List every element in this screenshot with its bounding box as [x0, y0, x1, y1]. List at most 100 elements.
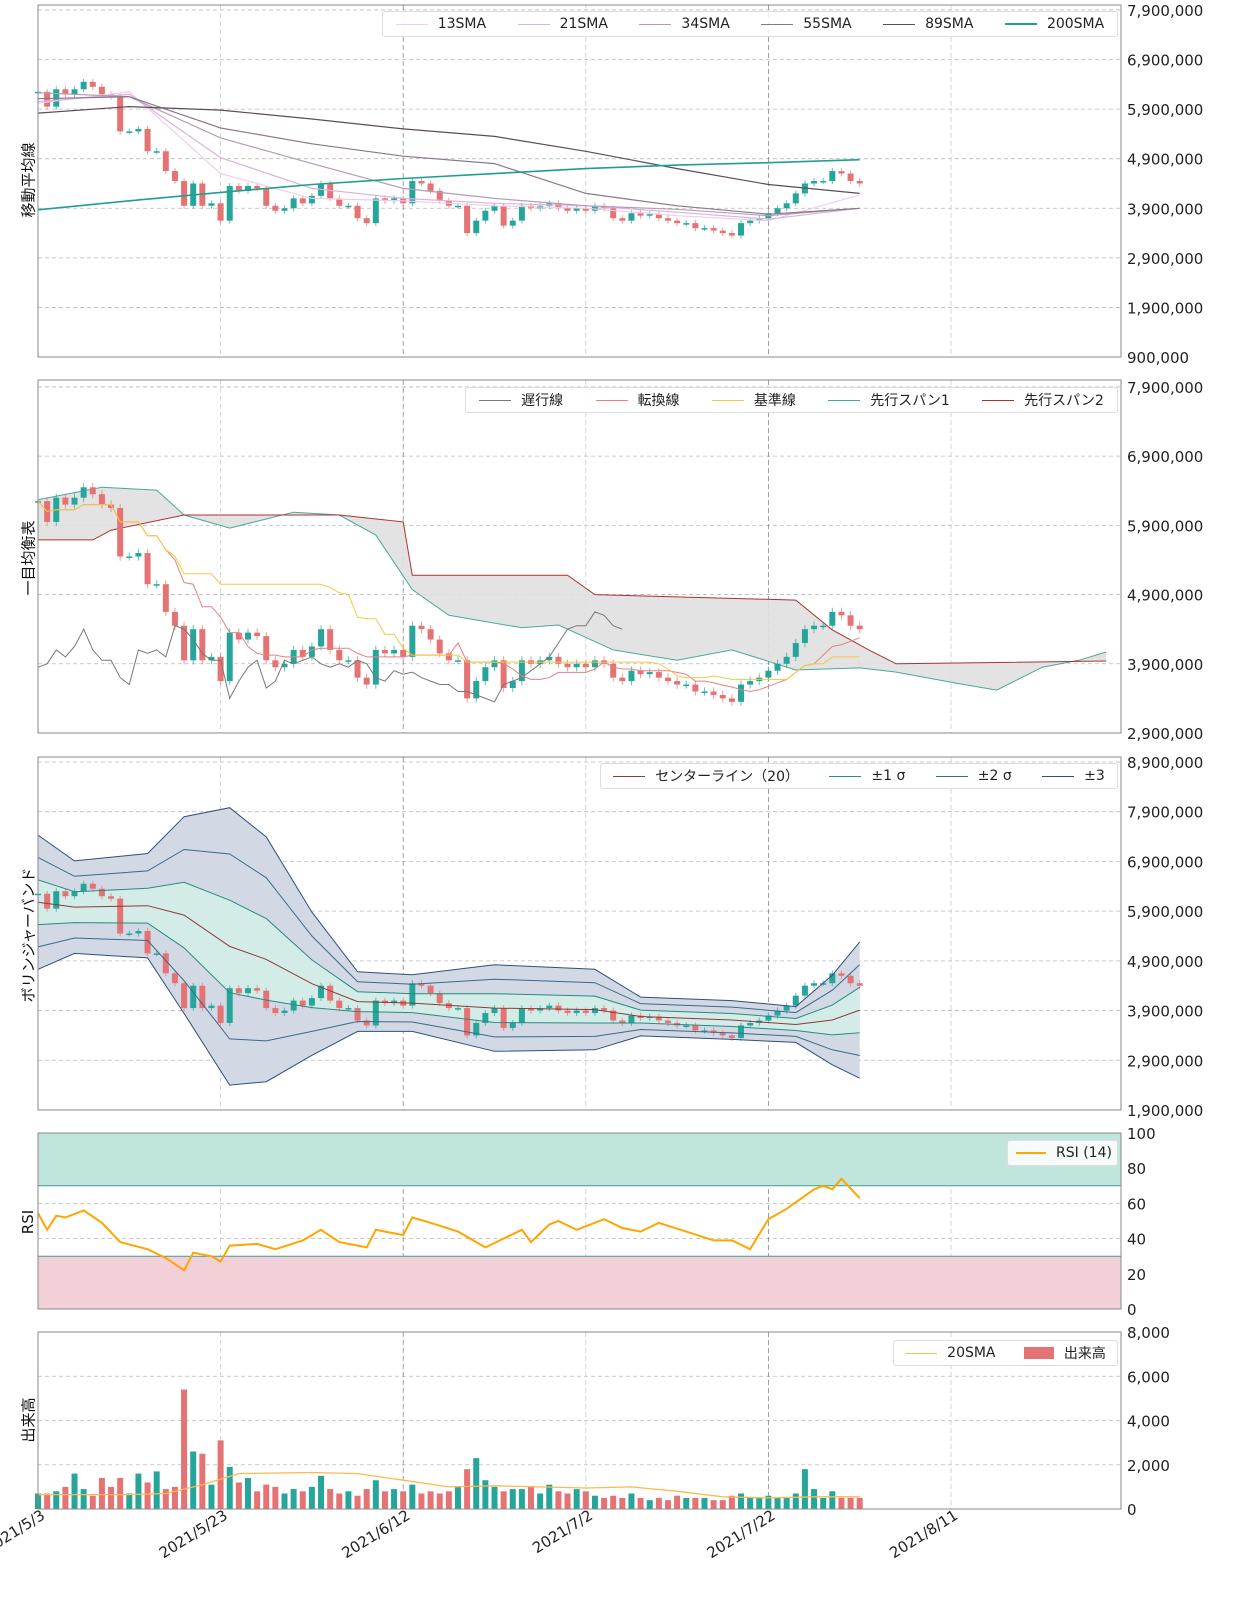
volume-bar: [738, 1493, 745, 1509]
line-kijun: [37, 500, 860, 680]
volume-bar: [783, 1497, 790, 1509]
volume-bar: [53, 1491, 60, 1509]
candle-body: [217, 1005, 224, 1023]
legend-kijun: 基準線: [711, 390, 796, 410]
candle-body: [144, 553, 151, 585]
legend-label: 出来高: [1063, 1346, 1106, 1362]
candle-body: [409, 983, 416, 1006]
candle-body: [391, 1000, 398, 1004]
volume-bar: [811, 1489, 818, 1509]
candle-body: [482, 1013, 489, 1023]
y-tick-label: 2,900,000: [1127, 725, 1203, 743]
volume-bar: [774, 1497, 781, 1509]
candle-body: [464, 205, 471, 234]
legend-label: ±3: [1084, 768, 1105, 784]
candle-body: [44, 893, 51, 909]
y-tick-label: 2,000: [1127, 1457, 1170, 1475]
y-tick-label: 0: [1127, 1501, 1137, 1519]
candle-body: [235, 185, 242, 191]
candle-body: [747, 1022, 754, 1026]
legend-line: [1004, 23, 1037, 25]
candle-body: [473, 220, 480, 234]
candle-body: [327, 629, 334, 650]
candle-body: [765, 670, 772, 678]
volume-bar: [655, 1497, 662, 1509]
candle-body: [436, 993, 443, 1004]
candle-body: [281, 1010, 288, 1014]
legend-1sigma: ±1 σ: [829, 768, 905, 784]
candle-body: [829, 611, 836, 626]
candle-body: [80, 883, 87, 892]
candle-body: [391, 198, 398, 201]
rsi-legend: RSI (14): [1007, 1140, 1118, 1166]
candle-body: [619, 1020, 626, 1023]
candle-body: [226, 185, 233, 221]
candle-body: [208, 1005, 215, 1009]
candle-body: [811, 625, 818, 630]
line-34sma: [37, 92, 860, 217]
y-tick-label: 900,000: [1127, 349, 1189, 367]
candle-body: [564, 1010, 571, 1014]
volume-bar: [318, 1475, 325, 1509]
candle-body: [518, 1008, 525, 1023]
line-minus-1sigma: [37, 922, 860, 1036]
y-tick-label: 6,900,000: [1127, 853, 1203, 871]
y-tick-label: 2,900,000: [1127, 250, 1203, 268]
candle-body: [135, 931, 142, 934]
candle-body: [418, 181, 425, 184]
candle-body: [774, 1010, 781, 1016]
volume-bar: [199, 1453, 206, 1509]
candle-body: [144, 931, 151, 954]
y-tick-label: 7,900,000: [1127, 2, 1203, 20]
volume-bar: [601, 1497, 608, 1509]
candle-body: [445, 653, 452, 661]
volume-bar: [464, 1469, 471, 1509]
candle-body: [783, 656, 790, 664]
candle-body: [436, 639, 443, 654]
candle-body: [89, 883, 96, 889]
candle-body: [418, 983, 425, 986]
candle-body: [363, 677, 370, 685]
legend-55sma: 55SMA: [761, 16, 852, 32]
volume-bar: [153, 1471, 160, 1509]
band-fill-1sigma: [38, 879, 860, 1035]
y-tick-label: 40: [1127, 1231, 1146, 1249]
volume-bar: [838, 1497, 845, 1509]
x-tick-label: 2021/7/22: [704, 1506, 779, 1562]
volume-frame: [37, 1331, 1122, 1510]
candle-body: [719, 230, 726, 234]
candle-body: [783, 1005, 790, 1011]
candle-body: [637, 213, 644, 216]
candle-body: [728, 698, 735, 702]
volume-bar: [427, 1491, 434, 1509]
volume-bar: [354, 1495, 361, 1509]
candle-body: [290, 1000, 297, 1011]
candle-body: [144, 128, 151, 152]
candle-body: [308, 998, 315, 1006]
candle-body: [856, 181, 863, 184]
legend-line: [639, 23, 672, 25]
candle-body: [336, 198, 343, 206]
candle-body: [244, 988, 251, 994]
candle-body: [235, 632, 242, 640]
candle-body: [181, 625, 188, 661]
candle-body: [53, 891, 60, 909]
legend-line: [935, 775, 968, 777]
line-plus-3sigma: [37, 807, 861, 1008]
legend-tenkan: 転換線: [595, 390, 680, 410]
volume-bar: [135, 1473, 142, 1509]
candle-body: [62, 891, 69, 897]
y-tick-label: 1,900,000: [1127, 1102, 1203, 1120]
volume-bar: [683, 1497, 690, 1509]
y-tick-label: 8,000: [1127, 1324, 1170, 1342]
candle-body: [482, 667, 489, 682]
candle-body: [98, 494, 105, 505]
candle-body: [610, 208, 617, 219]
legend-label: センターライン（20）: [655, 769, 800, 785]
volume-bar: [692, 1497, 699, 1509]
volume-bar: [610, 1495, 617, 1509]
volume-bar: [847, 1497, 854, 1509]
volume-bar: [710, 1500, 717, 1509]
candle-body: [747, 220, 754, 224]
candle-body: [591, 205, 598, 211]
